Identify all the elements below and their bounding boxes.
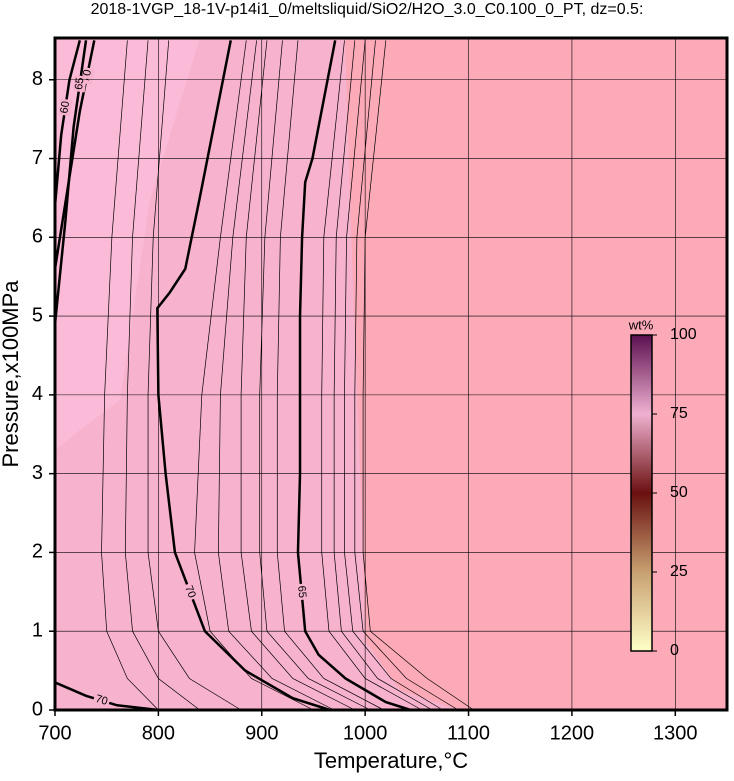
x-tick-label: 1000: [343, 722, 388, 744]
contour-label: 70: [182, 584, 198, 600]
colorbar: [630, 334, 653, 652]
x-tick-label: 900: [245, 722, 278, 744]
x-tick-label: 1300: [653, 722, 698, 744]
x-tick-label: 1200: [550, 722, 595, 744]
y-tick-label: 8: [32, 68, 43, 90]
colorbar-tick-label: 0: [670, 642, 679, 659]
contour-label: 65: [295, 585, 308, 598]
x-tick-label: 800: [142, 722, 175, 744]
contour-label: 70: [94, 693, 109, 708]
colorbar-label: wt%: [628, 317, 654, 332]
y-tick-label: 1: [32, 620, 43, 642]
y-tick-label: 2: [32, 541, 43, 563]
y-tick-label: 6: [32, 226, 43, 248]
colorbar-tick-label: 100: [670, 326, 697, 343]
contour-label: 65: [73, 77, 87, 91]
y-tick-label: 7: [32, 147, 43, 169]
y-tick-label: 0: [32, 698, 43, 720]
x-axis-label: Temperature,°C: [314, 748, 468, 773]
colorbar-tick-label: 75: [670, 405, 688, 422]
contour-label: 60: [58, 100, 72, 114]
plot-background: [55, 38, 727, 710]
colorbar-tick-label: 50: [670, 484, 688, 501]
y-tick-label: 5: [32, 304, 43, 326]
contour-label-bg: [294, 583, 309, 601]
colorbar-tick-label: 25: [670, 563, 688, 580]
y-tick-label: 3: [32, 462, 43, 484]
chart-title: 2018-1VGP_18-1V-p14i1_0/meltsliquid/SiO2…: [91, 1, 644, 18]
y-axis-label: Pressure,x100MPa: [0, 280, 23, 468]
x-tick-label: 700: [38, 722, 71, 744]
contour-label-bg: [58, 98, 73, 117]
plot-frame: [53, 36, 729, 712]
y-tick-label: 4: [32, 383, 43, 405]
contour-label-bg: [92, 692, 111, 709]
contour-label-bg: [72, 74, 87, 93]
contour-line: [296, 40, 412, 712]
x-tick-label: 1100: [447, 722, 490, 744]
contour-label-bg: [181, 582, 199, 602]
